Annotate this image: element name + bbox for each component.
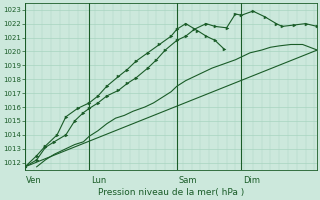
Text: Dim: Dim xyxy=(243,176,260,185)
Text: Ven: Ven xyxy=(27,176,42,185)
Text: Sam: Sam xyxy=(178,176,197,185)
X-axis label: Pression niveau de la mer( hPa ): Pression niveau de la mer( hPa ) xyxy=(98,188,244,197)
Text: Lun: Lun xyxy=(91,176,106,185)
